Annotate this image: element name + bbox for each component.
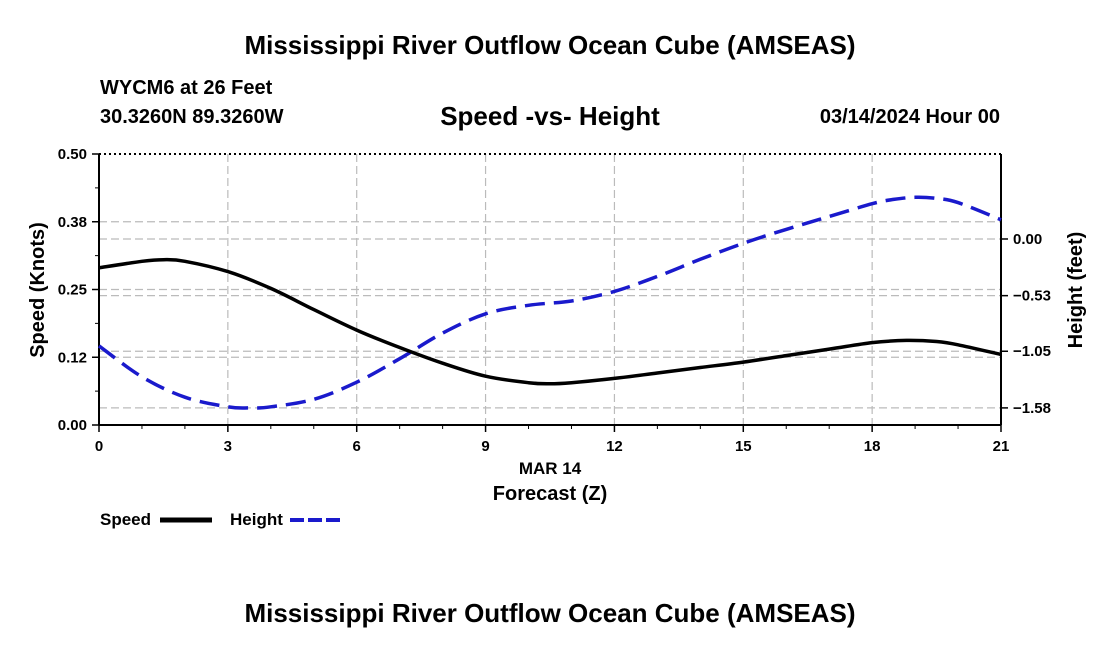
x-tick-label: 6: [353, 438, 361, 455]
coordinates-label: 30.3260N 89.3260W: [100, 106, 284, 128]
axis-labels: MAR 14 Forecast (Z) Speed (Knots) Height…: [27, 222, 1087, 505]
x-tick-label: 3: [224, 438, 232, 455]
grid: [99, 154, 1001, 425]
plot-frame: [98, 153, 1002, 426]
x-axis-label: Forecast (Z): [493, 483, 607, 505]
series: [97, 195, 1002, 410]
legend-height-label: Height: [230, 510, 283, 529]
x-sublabel: MAR 14: [519, 459, 582, 478]
chart-title: Speed -vs- Height: [440, 101, 660, 131]
y-tick-label: 0.38: [58, 214, 87, 231]
y2-tick-label: −1.58: [1013, 400, 1051, 417]
x-tick-label: 15: [735, 438, 752, 455]
y-tick-label: 0.12: [58, 349, 87, 366]
x-tick-label: 0: [95, 438, 103, 455]
y-tick-label: 0.25: [58, 282, 87, 299]
series-line-speed: [98, 257, 1002, 386]
x-tick-label: 18: [864, 438, 881, 455]
x-tick-label: 12: [606, 438, 623, 455]
series-line-height: [97, 195, 1002, 410]
footer-title: Mississippi River Outflow Ocean Cube (AM…: [244, 598, 856, 628]
y-axis-label: Speed (Knots): [27, 222, 49, 358]
y2-tick-label: 0.00: [1013, 231, 1042, 248]
y-tick-label: 0.00: [58, 417, 87, 434]
y-tick-label: 0.50: [58, 146, 87, 163]
x-tick-label: 21: [993, 438, 1010, 455]
y2-tick-label: −0.53: [1013, 288, 1051, 305]
legend-speed-label: Speed: [100, 510, 152, 529]
y2-tick-label: −1.05: [1013, 343, 1051, 360]
y2-axis-label: Height (feet): [1065, 232, 1087, 349]
page-title: Mississippi River Outflow Ocean Cube (AM…: [244, 30, 856, 60]
axis-ticks: 0 3 6 9 12 15 18 21 0.00 0.12 0.25 0.38 0.50 0.00 −0.5…: [58, 146, 1051, 455]
station-label: WYCM6 at 26 Feet: [100, 77, 273, 99]
x-tick-label: 9: [481, 438, 489, 455]
datetime-label: 03/14/2024 Hour 00: [819, 106, 1000, 128]
